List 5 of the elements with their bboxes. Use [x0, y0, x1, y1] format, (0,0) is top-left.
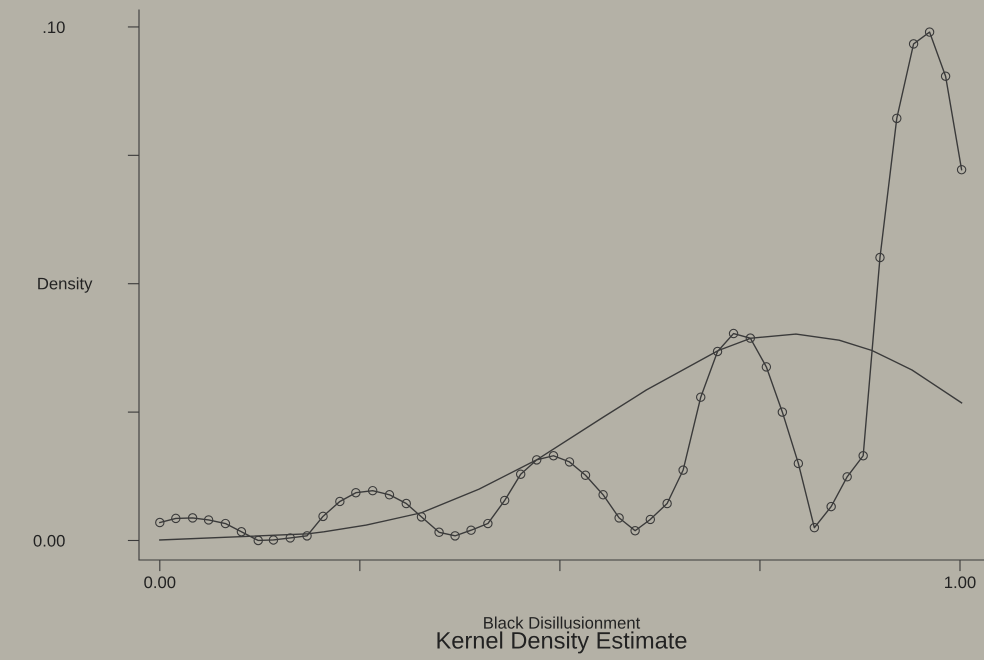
y-axis-title: Density — [38, 277, 92, 293]
x-axis-title: Black Disillusionment — [484, 616, 640, 629]
y-tick-label: .10 — [44, 21, 65, 34]
x-tick-label: 1.00 — [945, 576, 976, 588]
text: Kernel Density Estimate — [437, 631, 686, 654]
